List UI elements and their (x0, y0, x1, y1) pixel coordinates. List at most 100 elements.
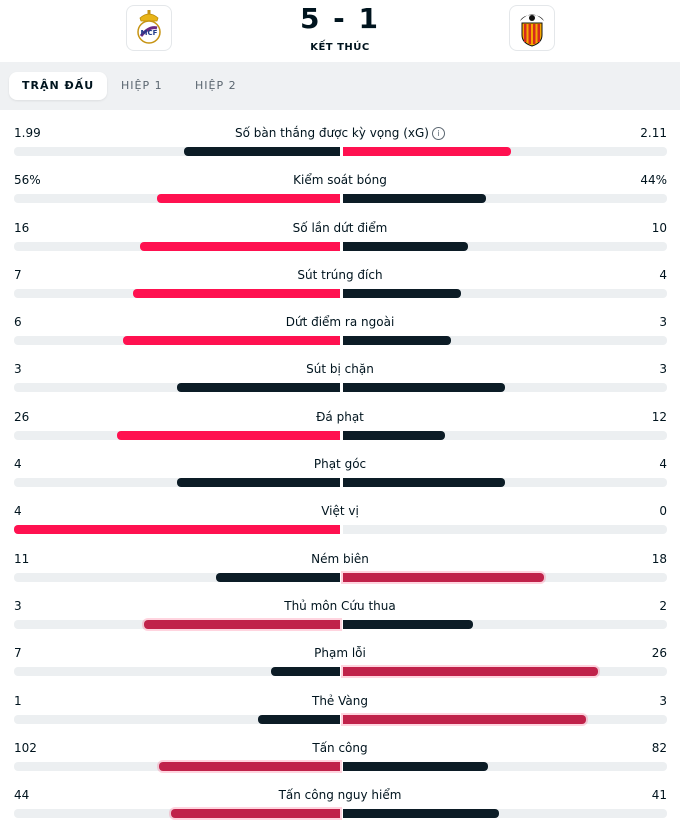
home-stat-value: 3 (14, 362, 22, 377)
stat-label-container: Tấn công (140, 741, 540, 755)
away-bar (343, 478, 505, 488)
stat-row: 3 Sút bị chặn 3 (0, 346, 680, 393)
stat-label: Đá phạt (316, 409, 364, 424)
stat-row: 1.99 Số bàn thắng được kỳ vọng (xG) i 2.11 (0, 110, 680, 157)
home-bar (177, 383, 340, 393)
home-bar (216, 572, 340, 582)
real-madrid-crest-icon: MCF (137, 10, 161, 44)
stat-label-container: Thẻ Vàng (140, 694, 540, 708)
away-bar-track (343, 147, 667, 156)
stat-label: Việt vị (321, 504, 359, 519)
stat-label: Thủ môn Cứu thua (284, 598, 396, 613)
home-bar-track (14, 336, 340, 346)
away-stat-value: 3 (659, 693, 667, 708)
period-tabs: TRẬN ĐẤU HIỆP 1 HIỆP 2 (0, 62, 680, 110)
away-team-crest[interactable] (510, 6, 554, 50)
info-icon[interactable]: i (431, 127, 445, 140)
away-bar (343, 667, 598, 677)
stat-row: 16 Số lần dứt điểm 10 (0, 205, 680, 252)
home-stat-value: 26 (14, 409, 30, 424)
away-bar (343, 619, 473, 629)
home-stat-value: 16 (14, 220, 30, 235)
home-bar (159, 761, 340, 771)
away-stat-value: 41 (651, 788, 667, 803)
stat-row: 3 Thủ môn Cứu thua 2 (0, 583, 680, 630)
away-bar-track (343, 761, 667, 771)
match-score: 5 - 1 (299, 2, 381, 35)
home-stat-value: 7 (14, 267, 22, 282)
stat-label-container: Dứt điểm ra ngoài (140, 315, 540, 329)
away-stat-value: 18 (651, 551, 667, 566)
home-stat-value: 6 (14, 315, 22, 330)
home-stat-value: 11 (14, 551, 30, 566)
tab-first-half[interactable]: HIỆP 1 (121, 79, 163, 92)
home-bar (123, 336, 340, 346)
home-bar (171, 809, 340, 819)
away-bar-track (343, 478, 667, 488)
stat-row: 56% Kiểm soát bóng 44% (0, 157, 680, 204)
home-stat-value: 4 (14, 457, 22, 472)
stat-row: 6 Dứt điểm ra ngoài 3 (0, 299, 680, 346)
away-stat-value: 2 (659, 598, 667, 613)
stat-label-container: Phạm lỗi (140, 646, 540, 660)
home-stat-value: 1 (14, 693, 22, 708)
home-bar-track (14, 619, 340, 629)
stat-row: 4 Phạt góc 4 (0, 441, 680, 488)
away-bar-track (343, 714, 667, 724)
away-bar (343, 572, 544, 582)
home-stat-value: 7 (14, 646, 22, 661)
home-bar (184, 147, 340, 156)
away-bar (343, 288, 461, 298)
away-stat-value: 12 (651, 409, 667, 424)
away-bar-track (343, 241, 667, 251)
match-header: MCF 5 - 1 KẾT THÚC (0, 0, 680, 62)
stat-label-container: Thủ môn Cứu thua (140, 599, 540, 613)
home-bar (14, 525, 340, 535)
home-bar-track (14, 809, 340, 819)
stat-label: Số bàn thắng được kỳ vọng (xG) (235, 126, 429, 140)
stat-label-container: Sút bị chặn (140, 362, 540, 376)
away-stat-value: 0 (659, 504, 667, 519)
home-bar (140, 241, 340, 251)
stat-label: Phạm lỗi (314, 646, 366, 661)
away-bar (343, 809, 499, 819)
stat-row: 4 Việt vị 0 (0, 488, 680, 535)
home-stat-value: 4 (14, 504, 22, 519)
tab-match[interactable]: TRẬN ĐẤU (9, 72, 108, 100)
away-bar (343, 241, 468, 251)
away-bar-track (343, 336, 667, 346)
home-bar-track (14, 667, 340, 677)
stat-label-container: Tấn công nguy hiểm (140, 788, 540, 802)
away-bar-track (343, 619, 667, 629)
away-bar-track (343, 194, 667, 204)
away-stat-value: 82 (651, 740, 667, 755)
home-stat-value: 3 (14, 598, 22, 613)
stat-label: Số lần dứt điểm (292, 220, 388, 235)
stat-label: Sút trúng đích (297, 267, 383, 282)
home-bar-track (14, 194, 340, 204)
away-stat-value: 26 (651, 646, 667, 661)
home-stat-value: 56% (14, 173, 41, 188)
home-stat-value: 1.99 (14, 126, 41, 140)
home-bar-track (14, 525, 340, 535)
stat-label: Sút bị chặn (306, 362, 374, 377)
away-stat-value: 4 (659, 267, 667, 282)
valencia-crest-icon (520, 14, 544, 47)
home-bar-track (14, 147, 340, 156)
home-stat-value: 102 (14, 740, 37, 755)
match-status: KẾT THÚC (310, 42, 370, 53)
stat-label: Tấn công (312, 740, 368, 755)
away-bar (343, 714, 586, 724)
home-team-crest[interactable]: MCF (127, 6, 171, 50)
away-bar-track (343, 809, 667, 819)
away-bar (343, 194, 486, 204)
away-bar-track (343, 572, 667, 582)
tab-second-half[interactable]: HIỆP 2 (195, 79, 237, 92)
stat-label-container: Việt vị (140, 504, 540, 518)
away-stat-value: 3 (659, 362, 667, 377)
svg-text:MCF: MCF (141, 29, 158, 37)
away-bar (343, 336, 451, 346)
away-stat-value: 2.11 (640, 126, 667, 140)
stat-label-container: Số lần dứt điểm (140, 221, 540, 235)
stat-label: Thẻ Vàng (312, 693, 368, 708)
